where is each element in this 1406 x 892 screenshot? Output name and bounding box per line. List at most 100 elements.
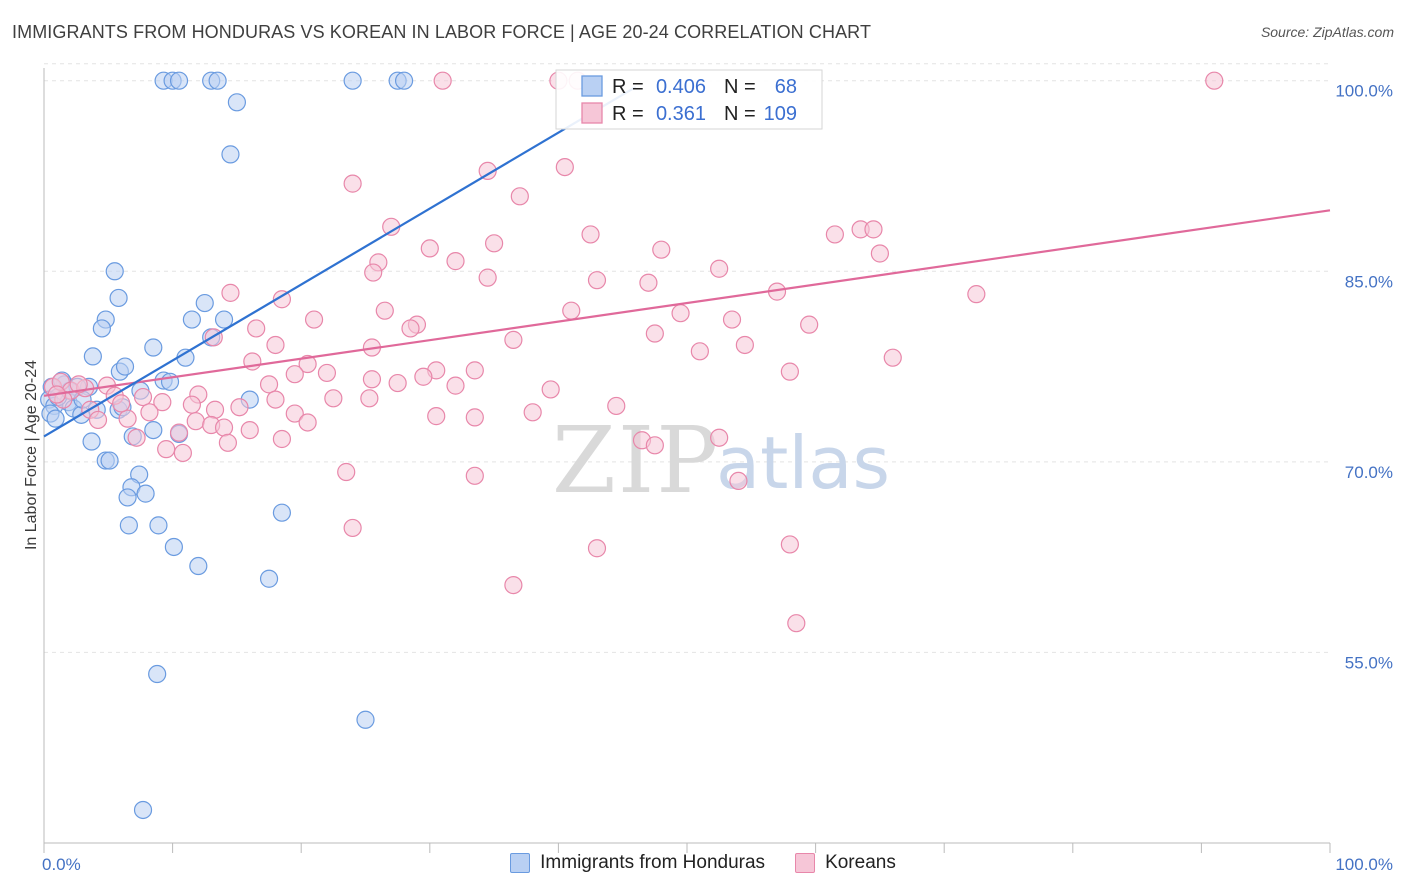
- stats-legend: R = 0.406 N = 68 R = 0.361 N = 109: [555, 69, 823, 130]
- trend-line-honduras: [43, 86, 637, 438]
- tick-labels: 55.0% 70.0% 85.0% 100.0% 0.0% 100.0%: [42, 82, 1393, 874]
- trend-line-koreans: [43, 209, 1331, 397]
- data-point: [864, 220, 883, 239]
- data-point: [214, 310, 234, 329]
- data-point: [465, 466, 484, 485]
- data-point: [133, 387, 153, 407]
- data-point: [208, 71, 227, 90]
- data-point: [189, 556, 208, 576]
- data-point: [523, 403, 542, 422]
- y-tick-label: 55.0%: [1345, 653, 1393, 672]
- data-point: [645, 436, 664, 455]
- data-point: [343, 174, 362, 193]
- data-point: [140, 403, 159, 422]
- data-point: [205, 400, 225, 419]
- data-point: [324, 389, 343, 408]
- data-point: [800, 315, 819, 334]
- data-point: [259, 375, 279, 394]
- legend-swatch: [581, 102, 603, 124]
- data-point: [186, 412, 205, 431]
- data-point: [247, 319, 266, 338]
- data-point: [504, 575, 523, 595]
- x-tick-label: 0.0%: [42, 855, 81, 874]
- data-point: [446, 252, 465, 271]
- axes: [43, 68, 1331, 853]
- data-point: [153, 393, 172, 412]
- series-koreans-points: [43, 71, 1224, 633]
- legend-n-label: N =: [724, 76, 756, 98]
- y-tick-label: 70.0%: [1345, 463, 1393, 482]
- data-point: [1205, 71, 1224, 90]
- data-point: [690, 342, 709, 361]
- data-point: [285, 365, 304, 384]
- watermark-atlas: atlas: [716, 421, 890, 505]
- data-point: [639, 273, 658, 292]
- data-point: [710, 428, 729, 447]
- data-point: [100, 451, 119, 470]
- data-point: [362, 370, 382, 389]
- legend-n-value: 68: [775, 76, 797, 98]
- data-point: [105, 262, 124, 281]
- data-point: [420, 239, 439, 258]
- data-point: [118, 409, 137, 428]
- data-point: [883, 348, 902, 367]
- data-point: [259, 569, 279, 588]
- data-point: [285, 404, 304, 423]
- data-point: [478, 161, 497, 181]
- legend-swatch-koreans: [795, 853, 816, 873]
- data-point: [388, 373, 407, 393]
- data-point: [337, 462, 356, 482]
- data-point: [787, 614, 806, 633]
- data-point: [221, 283, 240, 302]
- data-point: [485, 234, 504, 253]
- data-point: [169, 71, 189, 90]
- legend-label-honduras: Immigrants from Honduras: [540, 852, 766, 873]
- trend-lines: [43, 86, 1331, 438]
- data-point: [433, 71, 452, 90]
- data-point: [652, 240, 671, 259]
- data-point: [356, 710, 375, 729]
- data-point: [587, 539, 607, 558]
- data-point: [266, 335, 285, 355]
- data-point: [427, 407, 446, 426]
- legend-r-label: R =: [612, 76, 644, 98]
- data-point: [465, 408, 484, 427]
- legend-swatch-honduras: [510, 853, 531, 873]
- data-point: [607, 396, 626, 416]
- data-point: [119, 516, 138, 535]
- data-point: [304, 310, 324, 329]
- data-point: [562, 301, 581, 320]
- data-point: [272, 503, 292, 522]
- data-point: [83, 347, 102, 366]
- data-point: [729, 471, 748, 491]
- x-tick-label: 100.0%: [1335, 855, 1393, 874]
- data-point: [375, 301, 394, 320]
- data-point: [195, 293, 214, 313]
- data-point: [780, 535, 799, 554]
- data-point: [182, 310, 201, 329]
- data-point: [825, 225, 844, 244]
- data-point: [149, 516, 168, 535]
- data-point: [214, 418, 234, 437]
- data-point: [272, 290, 292, 309]
- watermark: ZIP atlas: [552, 407, 890, 514]
- data-point: [780, 362, 799, 381]
- data-point: [112, 394, 131, 413]
- legend-r-value: 0.406: [656, 76, 706, 98]
- watermark-zip: ZIP: [552, 407, 720, 514]
- legend-item-koreans: Koreans: [795, 852, 896, 874]
- legend-n-value: 109: [764, 103, 797, 125]
- data-point: [446, 376, 465, 395]
- data-point: [69, 375, 88, 394]
- data-point: [722, 310, 742, 329]
- data-point: [710, 259, 729, 278]
- data-point: [401, 319, 420, 338]
- data-point: [587, 271, 607, 290]
- bottom-legend: Immigrants from Honduras Koreans: [0, 852, 1406, 874]
- data-point: [266, 390, 285, 409]
- y-axis-title: In Labor Force | Age 20-24: [23, 360, 40, 550]
- data-point: [272, 429, 292, 449]
- data-point: [144, 338, 163, 357]
- legend-swatch: [581, 75, 603, 97]
